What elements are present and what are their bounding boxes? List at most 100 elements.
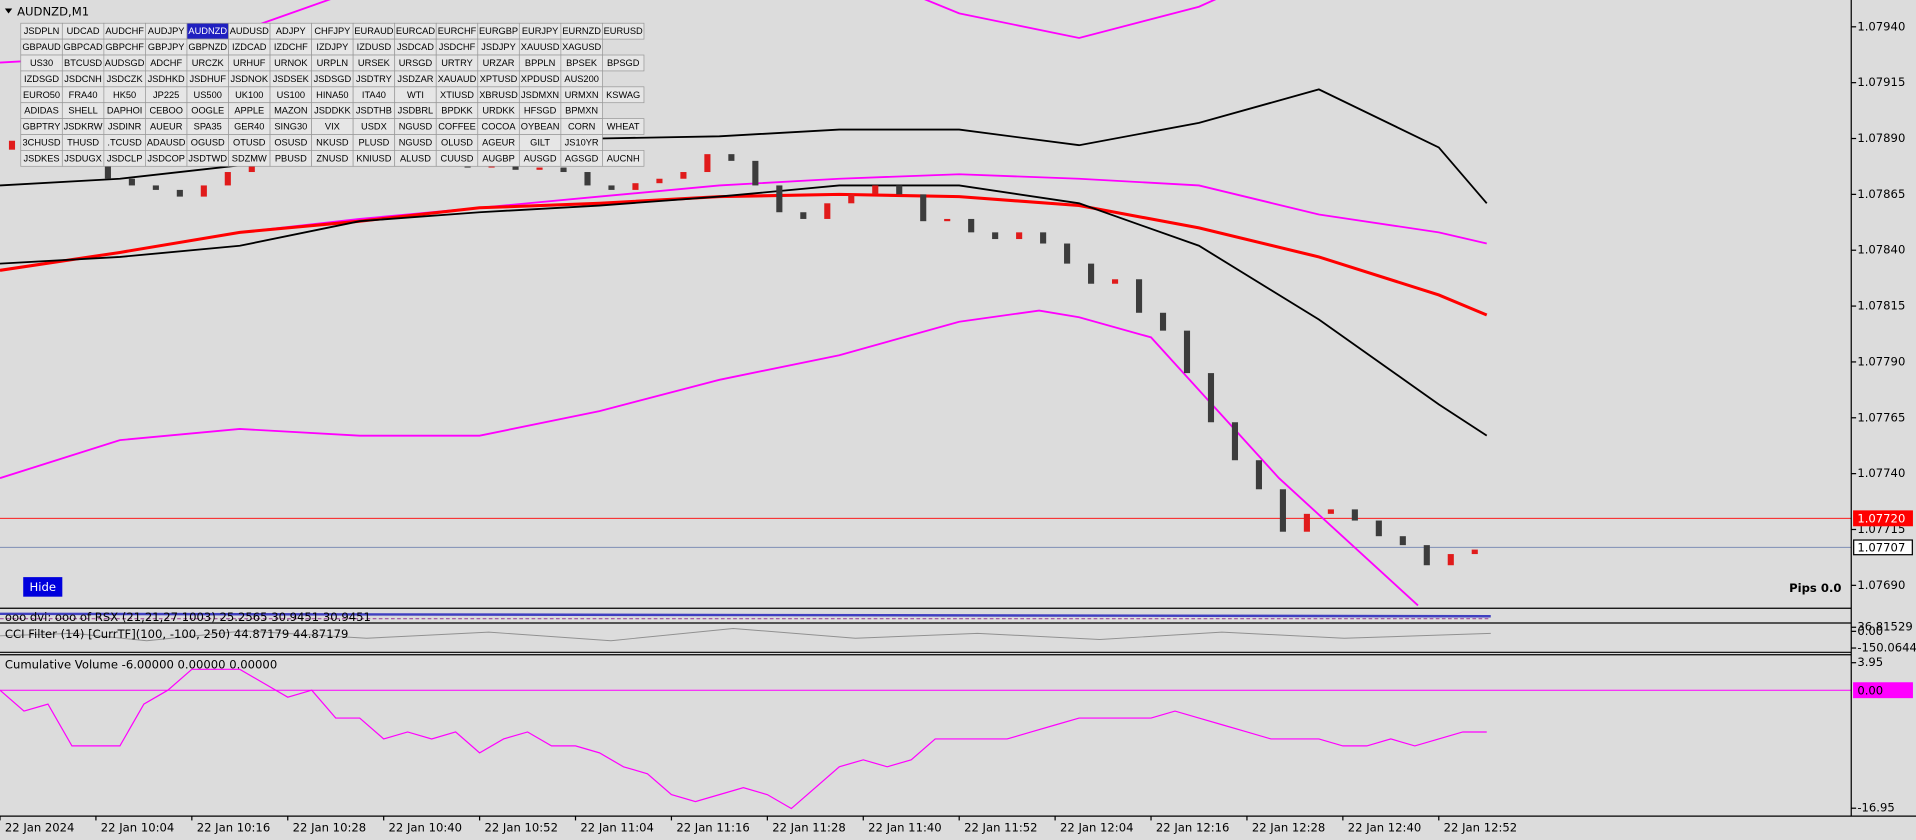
symbol-cell[interactable]: GBPAUD (20, 38, 63, 56)
symbol-cell[interactable]: URCZK (186, 54, 229, 72)
symbol-cell[interactable]: BPMXN (560, 102, 603, 119)
symbol-label[interactable]: BPDKK (441, 106, 473, 116)
symbol-cell[interactable]: AUDNZD (186, 22, 229, 40)
symbol-label[interactable]: JSDKES (24, 153, 60, 163)
symbol-cell[interactable]: XPTUSD (477, 70, 520, 88)
symbol-cell[interactable]: BTCUSD (61, 54, 105, 72)
symbol-cell[interactable]: XAUUSD (518, 38, 562, 56)
symbol-cell[interactable]: EURJPY (518, 22, 562, 40)
symbol-label[interactable]: EURO50 (23, 90, 60, 100)
symbol-cell[interactable]: OLUSD (435, 134, 479, 151)
symbol-label[interactable]: GBPCHF (105, 42, 144, 52)
symbol-label[interactable]: US500 (194, 90, 222, 100)
symbol-label[interactable]: URSEK (358, 58, 391, 68)
symbol-cell[interactable]: EURUSD (602, 22, 645, 40)
symbol-cell[interactable]: URDKK (477, 102, 520, 119)
symbol-label[interactable]: AUGBP (482, 153, 514, 163)
symbol-label[interactable]: AGEUR (482, 138, 515, 148)
symbol-cell[interactable]: APPLE (228, 102, 271, 119)
symbol-cell[interactable]: URSEK (352, 54, 396, 72)
symbol-cell[interactable]: AGSGD (560, 150, 603, 167)
symbol-label[interactable]: JSDJPY (481, 42, 515, 52)
symbol-cell[interactable]: JSDTRY (352, 70, 396, 88)
symbol-cell[interactable]: JSDHUF (186, 70, 229, 88)
symbol-cell-bg[interactable] (602, 86, 645, 104)
symbol-label[interactable]: JSDCZK (107, 74, 144, 84)
symbol-label[interactable]: COFFEE (438, 122, 476, 132)
symbol-cell[interactable]: JSDCOP (145, 150, 188, 167)
symbol-cell[interactable]: AUCNH (602, 150, 645, 167)
symbol-label[interactable]: BPPLN (525, 58, 555, 68)
symbol-label[interactable]: SHELL (68, 106, 97, 116)
symbol-cell[interactable]: VIX (311, 118, 354, 135)
symbol-label[interactable]: URHUF (233, 58, 266, 68)
symbol-label[interactable]: XAUAUD (438, 74, 477, 84)
symbol-cell[interactable]: GBPTRY (20, 118, 63, 135)
symbol-label[interactable]: GBPTRY (23, 122, 61, 132)
symbol-cell[interactable]: NKUSD (311, 134, 354, 151)
symbol-cell[interactable]: JSDTWD (186, 150, 229, 167)
symbol-label[interactable]: IZDCHF (274, 42, 308, 52)
symbol-label[interactable]: JSDNOK (230, 74, 268, 84)
symbol-cell[interactable]: WTI (394, 86, 437, 104)
symbol-label[interactable]: GILT (530, 138, 550, 148)
symbol-label[interactable]: AUCNH (607, 153, 640, 163)
symbol-label[interactable]: PBUSD (275, 153, 307, 163)
symbol-cell[interactable]: NGUSD (394, 134, 437, 151)
symbol-cell[interactable]: XAGUSD (560, 38, 603, 56)
symbol-cell[interactable]: JSDBRL (394, 102, 437, 119)
symbol-cell[interactable]: US30 (20, 54, 63, 72)
symbol-cell[interactable]: ITA40 (352, 86, 396, 104)
symbol-cell[interactable]: JSDSEK (269, 70, 312, 88)
symbol-cell[interactable]: JSDPLN (20, 22, 63, 40)
symbol-cell[interactable]: XBRUSD (477, 86, 520, 104)
symbol-cell[interactable]: SHELL (61, 102, 105, 119)
symbol-label[interactable]: BPSEK (566, 58, 598, 68)
symbol-label[interactable]: ADAUSD (147, 138, 186, 148)
symbol-cell[interactable]: US500 (186, 86, 229, 104)
symbol-label[interactable]: XTIUSD (440, 90, 474, 100)
symbol-cell[interactable]: OOGLE (186, 102, 229, 119)
symbol-label[interactable]: EURUSD (604, 26, 643, 36)
symbol-label[interactable]: AUEUR (150, 122, 183, 132)
symbol-cell[interactable]: URPLN (311, 54, 354, 72)
symbol-cell[interactable]: URTRY (435, 54, 479, 72)
symbol-label[interactable]: EURAUD (354, 26, 393, 36)
symbol-cell[interactable]: SDZMW (228, 150, 271, 167)
symbol-cell[interactable]: JSDKRW (61, 118, 105, 135)
symbol-label[interactable]: GER40 (234, 122, 264, 132)
symbol-cell[interactable]: JS10YR (560, 134, 603, 151)
symbol-label[interactable]: CUUSD (441, 153, 474, 163)
symbol-cell[interactable]: URMXN (560, 86, 603, 104)
symbol-label[interactable]: JSDMXN (521, 90, 559, 100)
symbol-cell[interactable]: EURO50 (20, 86, 63, 104)
symbol-cell[interactable]: JSDUGX (61, 150, 105, 167)
symbol-cell[interactable]: JSDNOK (228, 70, 271, 88)
symbol-label[interactable]: CEBOO (149, 106, 182, 116)
symbol-label[interactable]: BPMXN (565, 106, 598, 116)
symbol-cell[interactable]: BPSGD (602, 54, 645, 72)
symbol-cell[interactable]: NGUSD (394, 118, 437, 135)
symbol-label[interactable]: AUDSGD (105, 58, 145, 68)
symbol-label[interactable]: COCOA (482, 122, 517, 132)
symbol-label[interactable]: GBPAUD (22, 42, 61, 52)
symbol-cell[interactable]: XAUAUD (435, 70, 479, 88)
symbol-cell[interactable]: ADCHF (145, 54, 188, 72)
symbol-cell[interactable]: OYBEAN (518, 118, 562, 135)
symbol-cell[interactable]: HINA50 (311, 86, 354, 104)
symbol-cell[interactable]: THUSD (61, 134, 105, 151)
symbol-cell[interactable]: WHEAT (602, 118, 645, 135)
symbol-label[interactable]: ADJPY (276, 26, 306, 36)
symbol-cell[interactable]: GBPJPY (145, 38, 188, 56)
symbol-label[interactable]: IZDJPY (316, 42, 348, 52)
symbol-cell[interactable]: COCOA (477, 118, 520, 135)
symbol-label[interactable]: BPSGD (607, 58, 640, 68)
symbol-cell[interactable]: URHUF (228, 54, 271, 72)
symbol-label[interactable]: JSDBRL (398, 106, 434, 116)
symbol-cell[interactable]: AUEUR (145, 118, 188, 135)
symbol-label[interactable]: US30 (30, 58, 53, 68)
symbol-label[interactable]: GBPJPY (148, 42, 185, 52)
symbol-cell[interactable]: AUGBP (477, 150, 520, 167)
symbol-cell[interactable]: AUDUSD (228, 22, 271, 40)
symbol-cell[interactable]: OGUSD (186, 134, 229, 151)
